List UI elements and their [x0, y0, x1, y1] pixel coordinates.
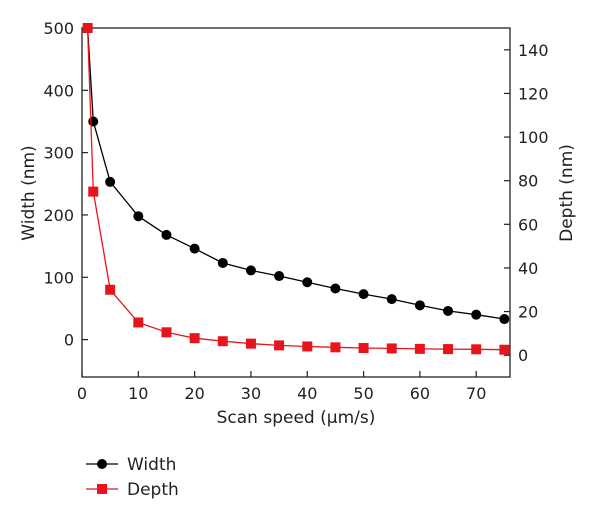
- data-point-width: [414, 300, 425, 311]
- data-point-depth: [105, 284, 116, 295]
- y-right-tick-label: 120: [518, 84, 549, 103]
- data-point-width: [330, 283, 341, 294]
- data-point-width: [443, 305, 454, 316]
- data-point-width: [499, 314, 510, 325]
- data-point-width: [105, 176, 116, 187]
- x-tick-label: 20: [184, 384, 204, 403]
- data-point-width: [358, 289, 369, 300]
- data-point-depth: [358, 342, 369, 353]
- data-point-depth: [82, 23, 93, 33]
- x-tick-label: 40: [297, 384, 317, 403]
- data-point-depth: [133, 317, 144, 328]
- y-left-tick-label: 200: [43, 206, 74, 225]
- data-point-width: [217, 257, 228, 268]
- x-tick-label: 0: [77, 384, 87, 403]
- x-axis-title: Scan speed (μm/s): [217, 408, 376, 428]
- y-left-axis-title: Width (nm): [19, 145, 39, 240]
- series-layer: [82, 23, 510, 355]
- legend-item-depth: Depth: [86, 480, 179, 500]
- x-tick-label: 50: [353, 384, 373, 403]
- legend-label-width: Width: [127, 455, 176, 475]
- series-line-width: [86, 27, 505, 320]
- y-right-tick-label: 140: [518, 41, 549, 60]
- ticks: 0 10 20 30 40 50 60 70 0 100 200 300 400 500 0 20 40 60 80…: [43, 19, 548, 403]
- data-point-depth: [386, 343, 397, 354]
- data-point-width: [471, 309, 482, 320]
- x-tick-label: 70: [466, 384, 486, 403]
- data-point-width: [189, 243, 200, 254]
- data-point-width: [161, 229, 172, 240]
- data-point-width: [133, 211, 144, 222]
- data-point-depth: [245, 338, 256, 349]
- data-point-depth: [274, 340, 285, 351]
- data-point-width: [274, 271, 285, 282]
- y-left-tick-label: 0: [64, 331, 74, 350]
- data-point-depth: [161, 327, 172, 338]
- y-right-tick-label: 0: [518, 346, 528, 365]
- y-left-tick-label: 300: [43, 144, 74, 163]
- y-right-tick-label: 20: [518, 303, 538, 322]
- y-right-tick-label: 100: [518, 128, 549, 147]
- plot-frame: [81, 27, 511, 378]
- data-point-depth: [443, 344, 454, 355]
- legend-item-width: Width: [86, 455, 176, 475]
- data-point-depth: [330, 342, 341, 353]
- data-point-width: [302, 277, 313, 288]
- y-left-tick-label: 400: [43, 81, 74, 100]
- data-point-depth: [217, 336, 228, 347]
- legend-label-depth: Depth: [127, 480, 179, 500]
- x-tick-label: 10: [128, 384, 148, 403]
- y-left-tick-label: 500: [43, 19, 74, 38]
- legend: Width Depth: [86, 455, 179, 500]
- series-line-depth: [86, 27, 505, 351]
- legend-marker-depth: [97, 484, 107, 494]
- data-point-width: [245, 265, 256, 276]
- y-right-axis-title: Depth (nm): [557, 144, 577, 242]
- data-point-width: [386, 294, 397, 305]
- data-point-depth: [88, 186, 99, 197]
- data-point-depth: [414, 343, 425, 354]
- y-right-tick-label: 40: [518, 259, 538, 278]
- x-tick-label: 60: [410, 384, 430, 403]
- data-point-depth: [302, 341, 313, 352]
- y-left-tick-label: 100: [43, 268, 74, 287]
- data-point-depth: [499, 344, 510, 355]
- x-tick-label: 30: [241, 384, 261, 403]
- data-point-depth: [189, 333, 200, 344]
- y-right-tick-label: 80: [518, 172, 538, 191]
- y-right-tick-label: 60: [518, 215, 538, 234]
- data-point-depth: [471, 344, 482, 355]
- legend-marker-width: [97, 459, 107, 469]
- data-point-width: [88, 116, 99, 127]
